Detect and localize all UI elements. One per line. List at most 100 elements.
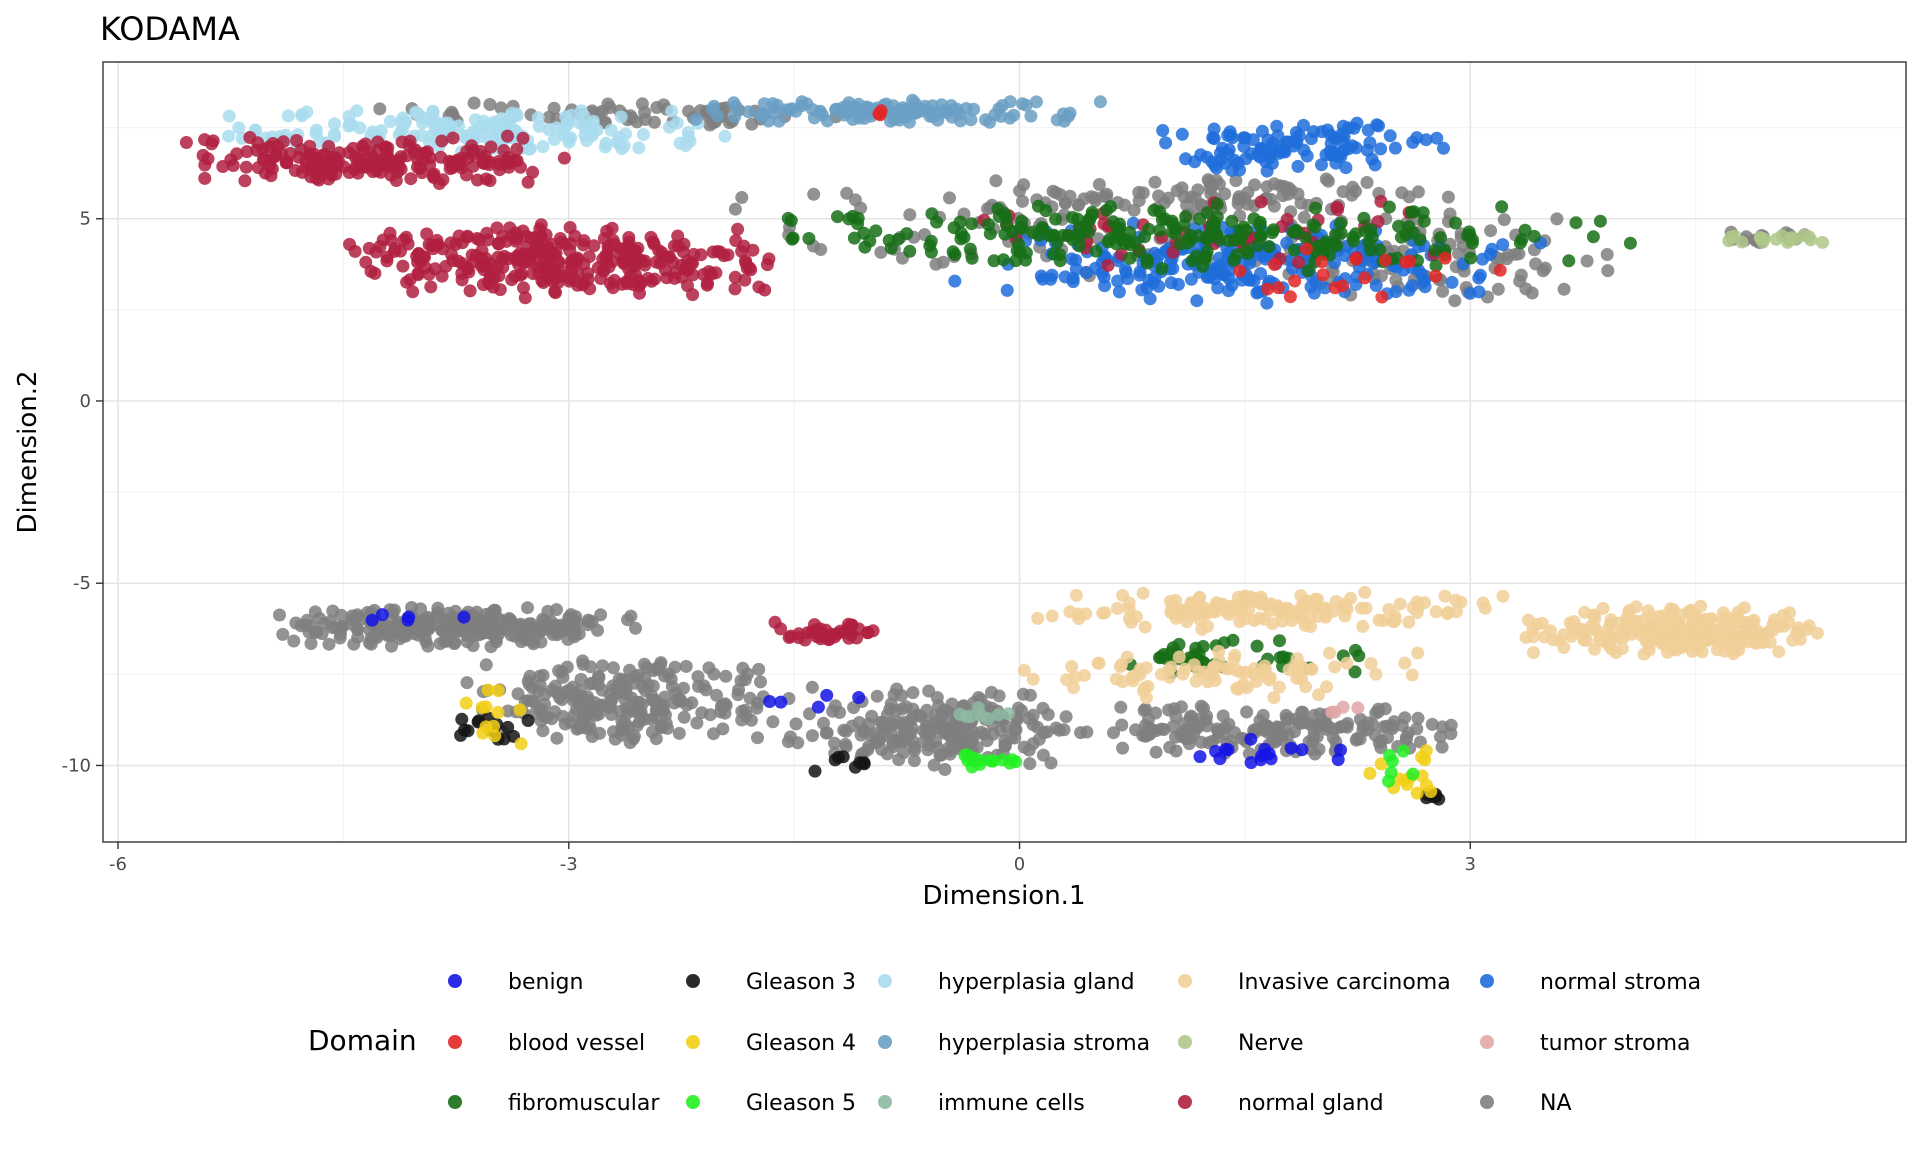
data-point [591, 678, 605, 692]
data-point [308, 605, 322, 619]
data-point [232, 121, 246, 135]
legend-key [1480, 1095, 1494, 1109]
data-point [1410, 786, 1424, 800]
data-point [222, 129, 236, 143]
data-point [908, 743, 922, 757]
data-point [820, 726, 834, 740]
data-point [471, 173, 484, 187]
data-point [1334, 150, 1348, 164]
data-point [1214, 153, 1228, 167]
data-point [1644, 633, 1658, 647]
data-point [605, 708, 618, 721]
data-point [1276, 650, 1290, 664]
data-point [917, 724, 930, 738]
data-point [409, 105, 423, 119]
data-point [865, 709, 879, 723]
data-point [803, 707, 816, 721]
data-point [572, 721, 586, 735]
data-point [1514, 268, 1528, 282]
data-point [646, 679, 660, 693]
data-point [1676, 640, 1690, 654]
data-point [1098, 606, 1112, 620]
legend-label: Gleason 3 [746, 970, 856, 995]
data-point [1782, 615, 1796, 629]
data-point [542, 110, 556, 124]
data-point [1222, 234, 1235, 248]
data-point [613, 242, 627, 256]
data-point [1155, 262, 1169, 275]
data-point [1176, 667, 1190, 681]
data-point [768, 101, 782, 115]
data-point [1402, 615, 1416, 629]
data-point [755, 107, 769, 120]
data-point [626, 732, 640, 746]
data-point [1438, 251, 1452, 265]
data-point [1452, 247, 1466, 261]
data-point [900, 227, 914, 241]
data-point [898, 733, 912, 747]
data-point [1419, 744, 1433, 758]
data-point [1562, 254, 1576, 268]
data-point [376, 233, 390, 247]
legend-item: Nerve [1178, 1031, 1304, 1056]
data-point [445, 248, 458, 261]
data-point [1067, 681, 1080, 695]
x-tick-label: 3 [1465, 854, 1476, 875]
data-point [848, 760, 862, 774]
data-point [1257, 664, 1271, 678]
data-point [845, 618, 859, 632]
data-point [1177, 717, 1191, 731]
data-point [1393, 597, 1407, 611]
data-point [789, 717, 803, 731]
data-point [851, 211, 865, 225]
data-point [814, 243, 828, 256]
data-point [617, 253, 631, 266]
data-point [1209, 173, 1223, 187]
data-point [1586, 230, 1600, 244]
data-point [637, 657, 651, 671]
data-point [1013, 245, 1027, 259]
data-point [1058, 270, 1072, 284]
data-point [459, 696, 473, 710]
data-point [484, 140, 498, 154]
data-point [1372, 613, 1386, 627]
data-point [1291, 187, 1305, 201]
data-point [295, 108, 309, 122]
data-point [1604, 613, 1618, 627]
data-point [287, 634, 301, 648]
data-point [1301, 264, 1315, 278]
data-point [906, 686, 920, 700]
data-point [1495, 200, 1509, 214]
data-point [1237, 139, 1251, 153]
data-point [1724, 230, 1738, 244]
data-point [735, 191, 749, 204]
data-point [607, 273, 621, 287]
data-point [991, 202, 1005, 216]
data-point [924, 234, 938, 248]
data-point [1411, 711, 1425, 725]
data-point [1307, 125, 1321, 139]
data-point [536, 243, 550, 257]
data-point [1366, 718, 1380, 732]
data-point [1044, 756, 1058, 770]
data-point [1200, 206, 1214, 220]
data-point [606, 661, 620, 675]
data-point [1089, 244, 1103, 258]
data-point [1058, 196, 1072, 210]
data-point [899, 110, 913, 123]
data-point [713, 245, 727, 259]
data-point [557, 123, 571, 137]
data-point [1017, 663, 1031, 677]
data-point [1029, 95, 1043, 109]
data-point [1250, 639, 1264, 653]
data-point [1236, 590, 1250, 604]
data-point [1336, 279, 1349, 293]
data-point [1118, 237, 1131, 251]
data-point [658, 263, 672, 277]
data-point [638, 712, 652, 726]
data-point [672, 726, 686, 740]
data-point [1111, 274, 1125, 288]
data-point [1382, 774, 1395, 788]
data-point [707, 727, 720, 741]
y-tick-label: -5 [73, 573, 91, 594]
